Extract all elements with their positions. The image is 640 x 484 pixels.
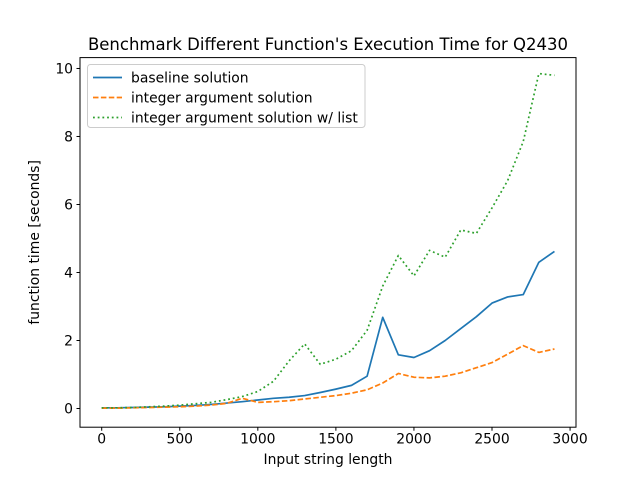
y-tick-label: 10 [55,61,73,77]
axes-spines [79,57,577,428]
data-series-lines [101,72,555,410]
x-tick-label: 500 [167,432,194,448]
x-axis-label: Input string length [264,452,393,468]
y-axis-label: function time [seconds] [27,160,43,325]
x-tick-label: 2500 [474,432,509,448]
y-axis-ticks: 0 2 4 6 8 10 [55,61,80,417]
x-tick-label: 0 [97,432,106,448]
x-axis-ticks: 0 500 1000 1500 2000 2500 3000 [97,427,588,448]
x-tick-label: 1500 [318,432,353,448]
chart-title: Benchmark Different Function's Execution… [88,35,568,54]
x-tick-label: 2000 [396,432,431,448]
legend-box [87,64,366,128]
legend-entry-label: integer argument solution [131,90,313,106]
legend-entry-label: baseline solution [131,70,249,86]
legend: baseline solution integer argument soluti… [87,64,366,128]
y-tick-label: 8 [64,129,73,145]
x-tick-label: 3000 [552,432,587,448]
y-tick-label: 2 [64,333,73,349]
series-line-1 [101,344,555,410]
legend-entry-label: integer argument solution w/ list [131,110,358,126]
x-tick-label: 1000 [240,432,275,448]
y-tick-label: 6 [64,197,73,213]
series-line-2 [101,72,555,409]
y-tick-label: 0 [64,401,73,417]
y-tick-label: 4 [64,265,73,281]
